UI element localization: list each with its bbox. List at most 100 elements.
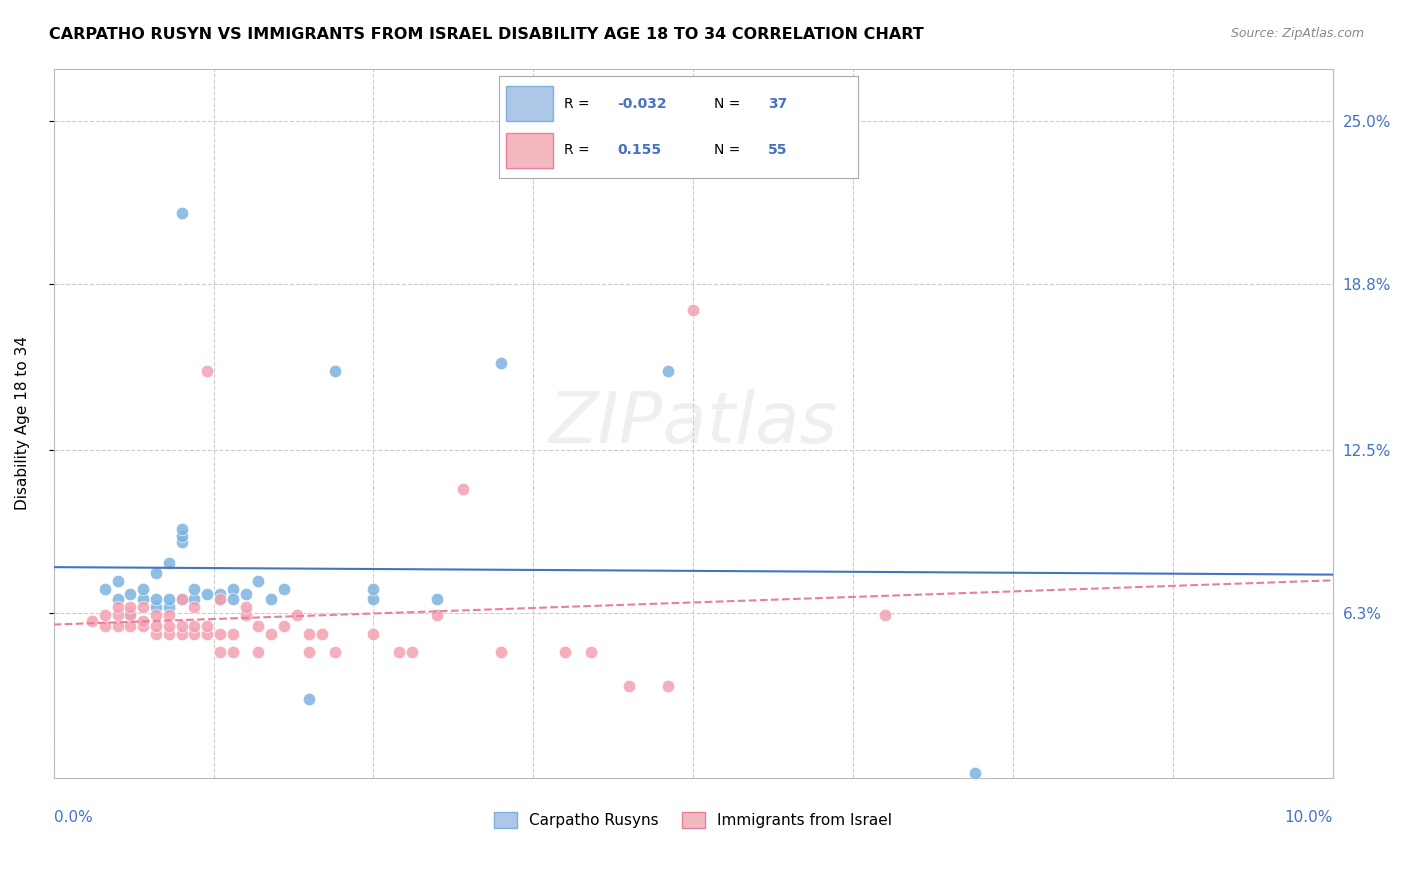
Point — [388, 645, 411, 659]
Point — [247, 619, 270, 633]
Point — [657, 364, 679, 378]
Point — [183, 592, 205, 607]
Point — [107, 574, 129, 588]
Text: 0.0%: 0.0% — [53, 810, 93, 825]
Point — [157, 600, 180, 615]
Point — [170, 592, 193, 607]
Point — [323, 364, 346, 378]
Point — [222, 582, 245, 596]
Point — [363, 582, 385, 596]
Point — [657, 679, 679, 693]
Point — [554, 645, 576, 659]
Point — [183, 626, 205, 640]
Point — [183, 619, 205, 633]
Text: CARPATHO RUSYN VS IMMIGRANTS FROM ISRAEL DISABILITY AGE 18 TO 34 CORRELATION CHA: CARPATHO RUSYN VS IMMIGRANTS FROM ISRAEL… — [49, 27, 924, 42]
Point — [145, 592, 167, 607]
Point — [208, 587, 231, 601]
Point — [311, 626, 333, 640]
Text: ZIPatlas: ZIPatlas — [548, 389, 838, 458]
Point — [170, 592, 193, 607]
Point — [157, 556, 180, 570]
Point — [401, 645, 423, 659]
Point — [195, 619, 218, 633]
Point — [273, 582, 295, 596]
Y-axis label: Disability Age 18 to 34: Disability Age 18 to 34 — [15, 336, 30, 510]
Point — [273, 619, 295, 633]
Point — [285, 608, 308, 623]
Point — [195, 587, 218, 601]
Point — [170, 206, 193, 220]
Point — [247, 645, 270, 659]
Point — [208, 626, 231, 640]
Point — [145, 608, 167, 623]
Point — [107, 608, 129, 623]
Point — [426, 608, 449, 623]
Point — [157, 619, 180, 633]
Point — [619, 679, 641, 693]
Text: 55: 55 — [768, 143, 787, 157]
Point — [157, 592, 180, 607]
Point — [208, 592, 231, 607]
Point — [875, 608, 897, 623]
Point — [107, 600, 129, 615]
Text: Source: ZipAtlas.com: Source: ZipAtlas.com — [1230, 27, 1364, 40]
Point — [579, 645, 602, 659]
Text: 0.155: 0.155 — [617, 143, 662, 157]
Legend: Carpatho Rusyns, Immigrants from Israel: Carpatho Rusyns, Immigrants from Israel — [488, 806, 898, 834]
Point — [170, 534, 193, 549]
Point — [298, 692, 321, 706]
Point — [120, 606, 142, 620]
Point — [491, 356, 513, 370]
Point — [363, 626, 385, 640]
Point — [157, 608, 180, 623]
Text: -0.032: -0.032 — [617, 96, 666, 111]
Point — [208, 645, 231, 659]
Point — [94, 608, 117, 623]
Point — [120, 587, 142, 601]
Point — [183, 600, 205, 615]
Bar — [506, 87, 553, 121]
Point — [247, 574, 270, 588]
Point — [120, 619, 142, 633]
Point — [235, 608, 257, 623]
Point — [132, 582, 155, 596]
Point — [222, 626, 245, 640]
Point — [235, 587, 257, 601]
Point — [195, 626, 218, 640]
Point — [120, 608, 142, 623]
Point — [170, 522, 193, 536]
Point — [451, 482, 474, 496]
Point — [132, 592, 155, 607]
Point — [80, 614, 103, 628]
Text: R =: R = — [564, 96, 589, 111]
Text: R =: R = — [564, 143, 589, 157]
Point — [298, 645, 321, 659]
Point — [132, 619, 155, 633]
Point — [426, 592, 449, 607]
Point — [132, 600, 155, 615]
Point — [145, 600, 167, 615]
Point — [170, 529, 193, 543]
Point — [260, 626, 283, 640]
Point — [235, 600, 257, 615]
Point — [145, 619, 167, 633]
Point — [145, 626, 167, 640]
Point — [107, 619, 129, 633]
Point — [323, 645, 346, 659]
Point — [963, 766, 986, 780]
Point — [363, 592, 385, 607]
Point — [170, 619, 193, 633]
Point — [120, 600, 142, 615]
Point — [491, 645, 513, 659]
Point — [94, 582, 117, 596]
Point — [222, 645, 245, 659]
Point — [157, 626, 180, 640]
Bar — [506, 133, 553, 168]
Text: 37: 37 — [768, 96, 787, 111]
Point — [170, 626, 193, 640]
Point — [208, 592, 231, 607]
Text: 10.0%: 10.0% — [1285, 810, 1333, 825]
Point — [107, 592, 129, 607]
Point — [94, 619, 117, 633]
Point — [132, 614, 155, 628]
